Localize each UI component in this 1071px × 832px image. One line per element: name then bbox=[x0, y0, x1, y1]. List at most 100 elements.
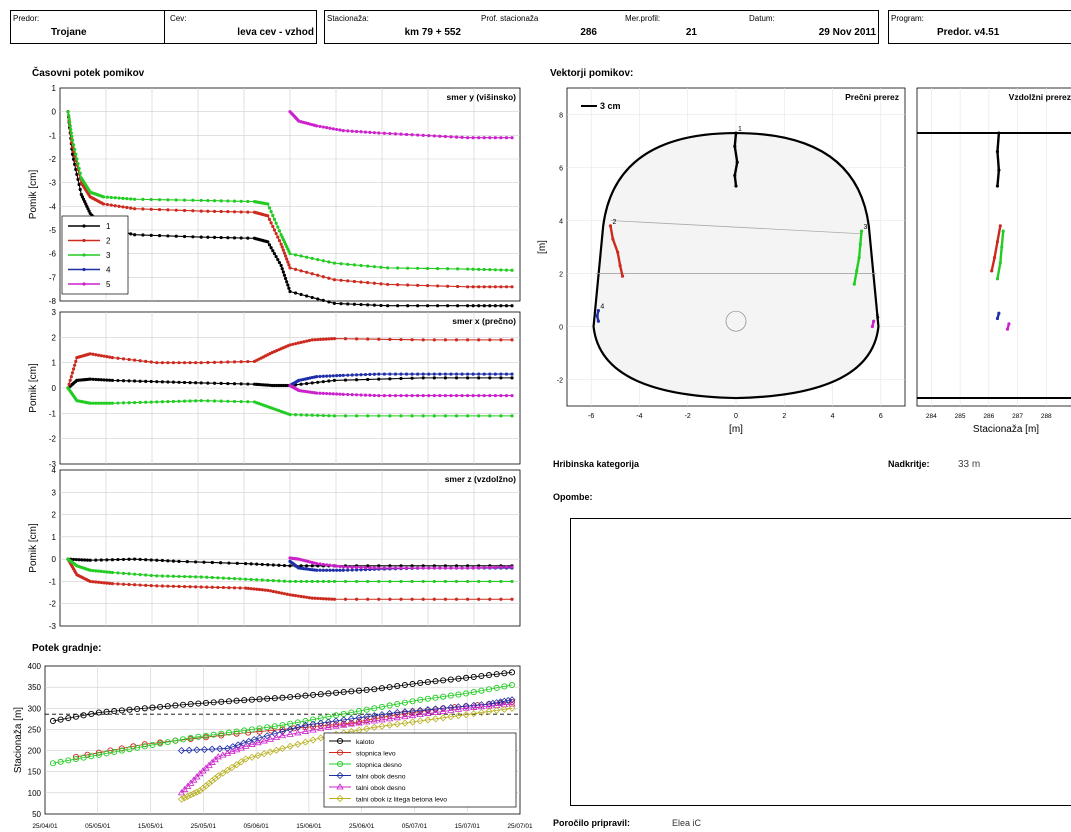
progress-marker bbox=[386, 702, 393, 709]
progress-marker bbox=[393, 714, 401, 721]
progress-marker bbox=[371, 686, 378, 693]
progress-marker bbox=[164, 703, 171, 710]
vector-point-1 bbox=[733, 144, 737, 148]
data-point-1 bbox=[102, 378, 106, 382]
data-point-3 bbox=[293, 579, 298, 584]
data-point-2 bbox=[73, 363, 77, 367]
data-point-2 bbox=[91, 352, 95, 356]
progress-marker bbox=[179, 736, 187, 743]
progress-marker bbox=[84, 751, 91, 758]
data-point-3 bbox=[67, 117, 71, 121]
x-tick-label: 288 bbox=[1041, 413, 1052, 420]
data-point-2 bbox=[188, 585, 192, 589]
x-tick-label: 287 bbox=[1012, 413, 1023, 420]
data-point-1 bbox=[182, 380, 187, 385]
data-point-1 bbox=[260, 562, 264, 567]
progress-marker bbox=[355, 718, 363, 725]
data-point-3 bbox=[77, 166, 81, 171]
data-point-5 bbox=[359, 393, 363, 397]
data-point-2 bbox=[157, 207, 162, 212]
data-point-1 bbox=[232, 382, 237, 386]
data-point-4 bbox=[341, 568, 345, 572]
data-point-2 bbox=[268, 589, 273, 593]
y-axis-label: Pomik [cm] bbox=[28, 363, 39, 413]
vector-point-3 bbox=[859, 229, 864, 233]
data-point-1 bbox=[133, 379, 137, 383]
data-point-3 bbox=[102, 570, 106, 574]
data-point-2 bbox=[327, 276, 331, 280]
vector-point-2 bbox=[618, 263, 622, 268]
data-point-4 bbox=[504, 372, 509, 376]
vector-point-2 bbox=[611, 237, 615, 241]
progress-marker bbox=[254, 739, 262, 746]
data-point-2 bbox=[105, 202, 110, 207]
data-point-3 bbox=[68, 120, 72, 124]
data-point-4 bbox=[388, 372, 392, 376]
data-point-3 bbox=[110, 401, 114, 405]
data-point-5 bbox=[328, 563, 332, 567]
progress-marker bbox=[362, 718, 371, 725]
data-point-1 bbox=[160, 558, 164, 563]
legend-marker bbox=[82, 267, 86, 272]
progress-marker bbox=[219, 751, 227, 758]
progress-marker bbox=[57, 758, 64, 765]
progress-marker bbox=[234, 741, 242, 749]
data-point-3 bbox=[488, 579, 492, 584]
data-point-5 bbox=[466, 566, 470, 570]
data-point-3 bbox=[510, 579, 514, 584]
vector-point-3 bbox=[857, 256, 861, 260]
data-point-2 bbox=[138, 359, 142, 363]
data-point-2 bbox=[116, 582, 120, 586]
data-point-2 bbox=[410, 338, 414, 342]
program-value: Predor. v4.51 bbox=[937, 27, 1000, 38]
data-point-3 bbox=[271, 578, 275, 583]
progress-marker bbox=[126, 746, 133, 753]
data-point-3 bbox=[101, 195, 106, 199]
data-point-1 bbox=[275, 383, 279, 388]
data-point-2 bbox=[174, 208, 178, 212]
progress-marker bbox=[501, 683, 508, 690]
data-point-2 bbox=[343, 597, 348, 601]
legend-label: talni obok desno bbox=[356, 774, 406, 781]
progress-marker bbox=[408, 707, 417, 715]
data-point-5 bbox=[321, 391, 325, 395]
legend-marker bbox=[336, 749, 344, 756]
data-point-5 bbox=[393, 566, 398, 570]
progress-marker bbox=[294, 740, 302, 748]
progress-marker bbox=[417, 679, 424, 686]
progress-marker bbox=[272, 733, 281, 740]
data-point-4 bbox=[321, 568, 325, 572]
data-point-2 bbox=[346, 279, 350, 283]
progress-marker bbox=[286, 730, 294, 737]
data-point-1 bbox=[276, 257, 280, 262]
data-point-2 bbox=[388, 597, 392, 601]
data-point-2 bbox=[133, 207, 137, 211]
data-point-1 bbox=[271, 563, 275, 567]
progress-marker bbox=[95, 751, 102, 758]
data-point-1 bbox=[226, 236, 230, 240]
data-point-3 bbox=[182, 399, 187, 403]
data-point-5 bbox=[460, 566, 464, 570]
data-point-3 bbox=[155, 400, 159, 404]
data-point-5 bbox=[382, 131, 386, 135]
data-point-4 bbox=[321, 374, 325, 378]
data-point-2 bbox=[266, 214, 270, 218]
data-point-3 bbox=[157, 198, 162, 202]
data-point-2 bbox=[149, 360, 153, 364]
data-point-3 bbox=[88, 401, 92, 405]
predor-label: Predor: bbox=[13, 14, 40, 23]
point-label: 4 bbox=[600, 304, 604, 311]
data-point-5 bbox=[325, 563, 329, 567]
vector-point-5 bbox=[872, 319, 876, 323]
data-point-5 bbox=[372, 131, 376, 135]
data-point-2 bbox=[386, 282, 390, 287]
progress-marker bbox=[508, 669, 516, 676]
data-point-3 bbox=[332, 261, 336, 265]
data-point-3 bbox=[160, 400, 164, 404]
progress-marker bbox=[424, 716, 432, 724]
data-point-1 bbox=[70, 152, 75, 156]
progress-marker bbox=[401, 708, 409, 716]
data-point-2 bbox=[488, 338, 492, 342]
data-point-5 bbox=[350, 393, 354, 397]
data-point-3 bbox=[299, 254, 303, 258]
